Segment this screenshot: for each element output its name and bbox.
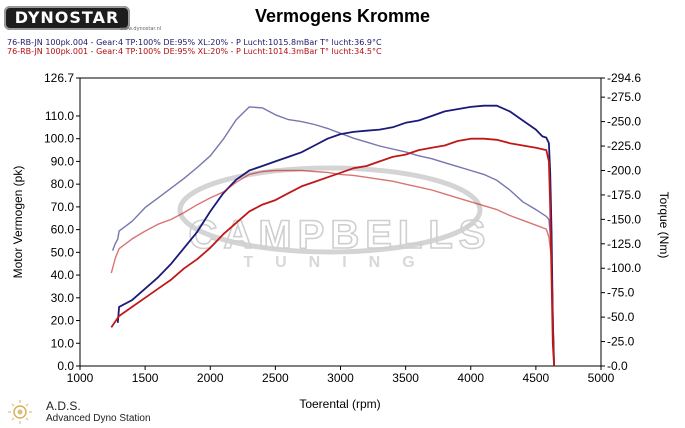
- x-tick-label: 1500: [132, 371, 159, 385]
- y2-tick-label: -0.0: [607, 359, 628, 373]
- y2-axis-label: Torque (Nm): [657, 192, 671, 259]
- y-tick-label: 20.0: [51, 314, 75, 328]
- y2-tick-label: -275.0: [607, 90, 641, 104]
- y2-tick-label: -200.0: [607, 163, 641, 177]
- series-line-power-3: [110, 137, 555, 367]
- y2-tick-label: -225.0: [607, 139, 641, 153]
- y2-tick-label: -250.0: [607, 115, 641, 129]
- y2-tick-label: -125.0: [607, 237, 641, 251]
- x-axis-label: Toerental (rpm): [299, 397, 380, 411]
- y-tick-label: 0.0: [57, 359, 74, 373]
- run-info-1: 76-RB-JN 100pk.004 - Gear:4 TP:100% DE:9…: [7, 38, 382, 47]
- watermark-car-outline: [177, 165, 483, 255]
- ads-sun-logo: [8, 400, 32, 424]
- series-line-torque-4: [110, 169, 555, 367]
- y2-tick-label: -150.0: [607, 212, 641, 226]
- y-tick-label: 50.0: [51, 245, 75, 259]
- x-tick-label: 5000: [588, 371, 615, 385]
- y-tick-label: 110.0: [45, 109, 74, 123]
- y-tick-label: 70.0: [51, 200, 75, 214]
- y2-tick-label: -25.0: [607, 335, 635, 349]
- y-tick-label: 60.0: [51, 223, 75, 237]
- y-tick-label: 90.0: [51, 154, 75, 168]
- x-tick-label: 1000: [67, 371, 94, 385]
- x-tick-label: 3000: [327, 371, 354, 385]
- y2-tick-label: -75.0: [607, 286, 635, 300]
- y2-tick-label: -50.0: [607, 310, 635, 324]
- y-axis-label: Motor Vermogen (pk): [11, 166, 25, 279]
- dynostar-logo: DYNOSTAR: [4, 6, 130, 30]
- series-line-torque-2: [111, 106, 555, 367]
- run-info-2: 76-RB-JN 100pk.001 - Gear:4 TP:100% DE:9…: [7, 47, 382, 56]
- y-tick-label: 126.7: [44, 71, 74, 85]
- x-tick-label: 4000: [457, 371, 484, 385]
- ads-name: A.D.S.: [46, 399, 81, 413]
- y-tick-label: 40.0: [51, 268, 75, 282]
- ads-subtitle: Advanced Dyno Station: [46, 413, 151, 424]
- x-tick-label: 2000: [197, 371, 224, 385]
- y-tick-label: 100.0: [44, 132, 74, 146]
- y-tick-label: 80.0: [51, 177, 75, 191]
- x-tick-label: 2500: [262, 371, 289, 385]
- y-tick-label: 30.0: [51, 291, 75, 305]
- series-lines: [110, 104, 555, 367]
- y2-tick-label: -100.0: [607, 261, 641, 275]
- logo-text: DYNOSTAR: [14, 8, 120, 27]
- watermark: CAMPBELLS TUNING: [177, 165, 492, 271]
- x-axis: 1000 1500 2000 2500 3000 3500 4000 4500 5000: [67, 366, 615, 385]
- series-line-power-1: [116, 104, 555, 367]
- x-tick-label: 3500: [392, 371, 419, 385]
- y-axis-right: -0.0 -25.0 -50.0 -75.0 -100.0 -125.0 -150.0 -17…: [601, 71, 641, 373]
- logo-subtext: www.dynostar.nl: [120, 26, 162, 32]
- y-axis-left: 0.0 10.0 20.0 30.0 40.0 50.0 60.0 70.0 80.0 90.0 1…: [44, 71, 80, 373]
- watermark-line-1: CAMPBELLS: [189, 213, 492, 257]
- y2-tick-label: -175.0: [607, 188, 641, 202]
- watermark-line-2: TUNING: [243, 254, 436, 271]
- y-tick-label: 10.0: [51, 336, 75, 350]
- y2-tick-label: -294.6: [607, 71, 641, 85]
- x-tick-label: 4500: [523, 371, 550, 385]
- chart-title: Vermogens Kromme: [254, 6, 431, 26]
